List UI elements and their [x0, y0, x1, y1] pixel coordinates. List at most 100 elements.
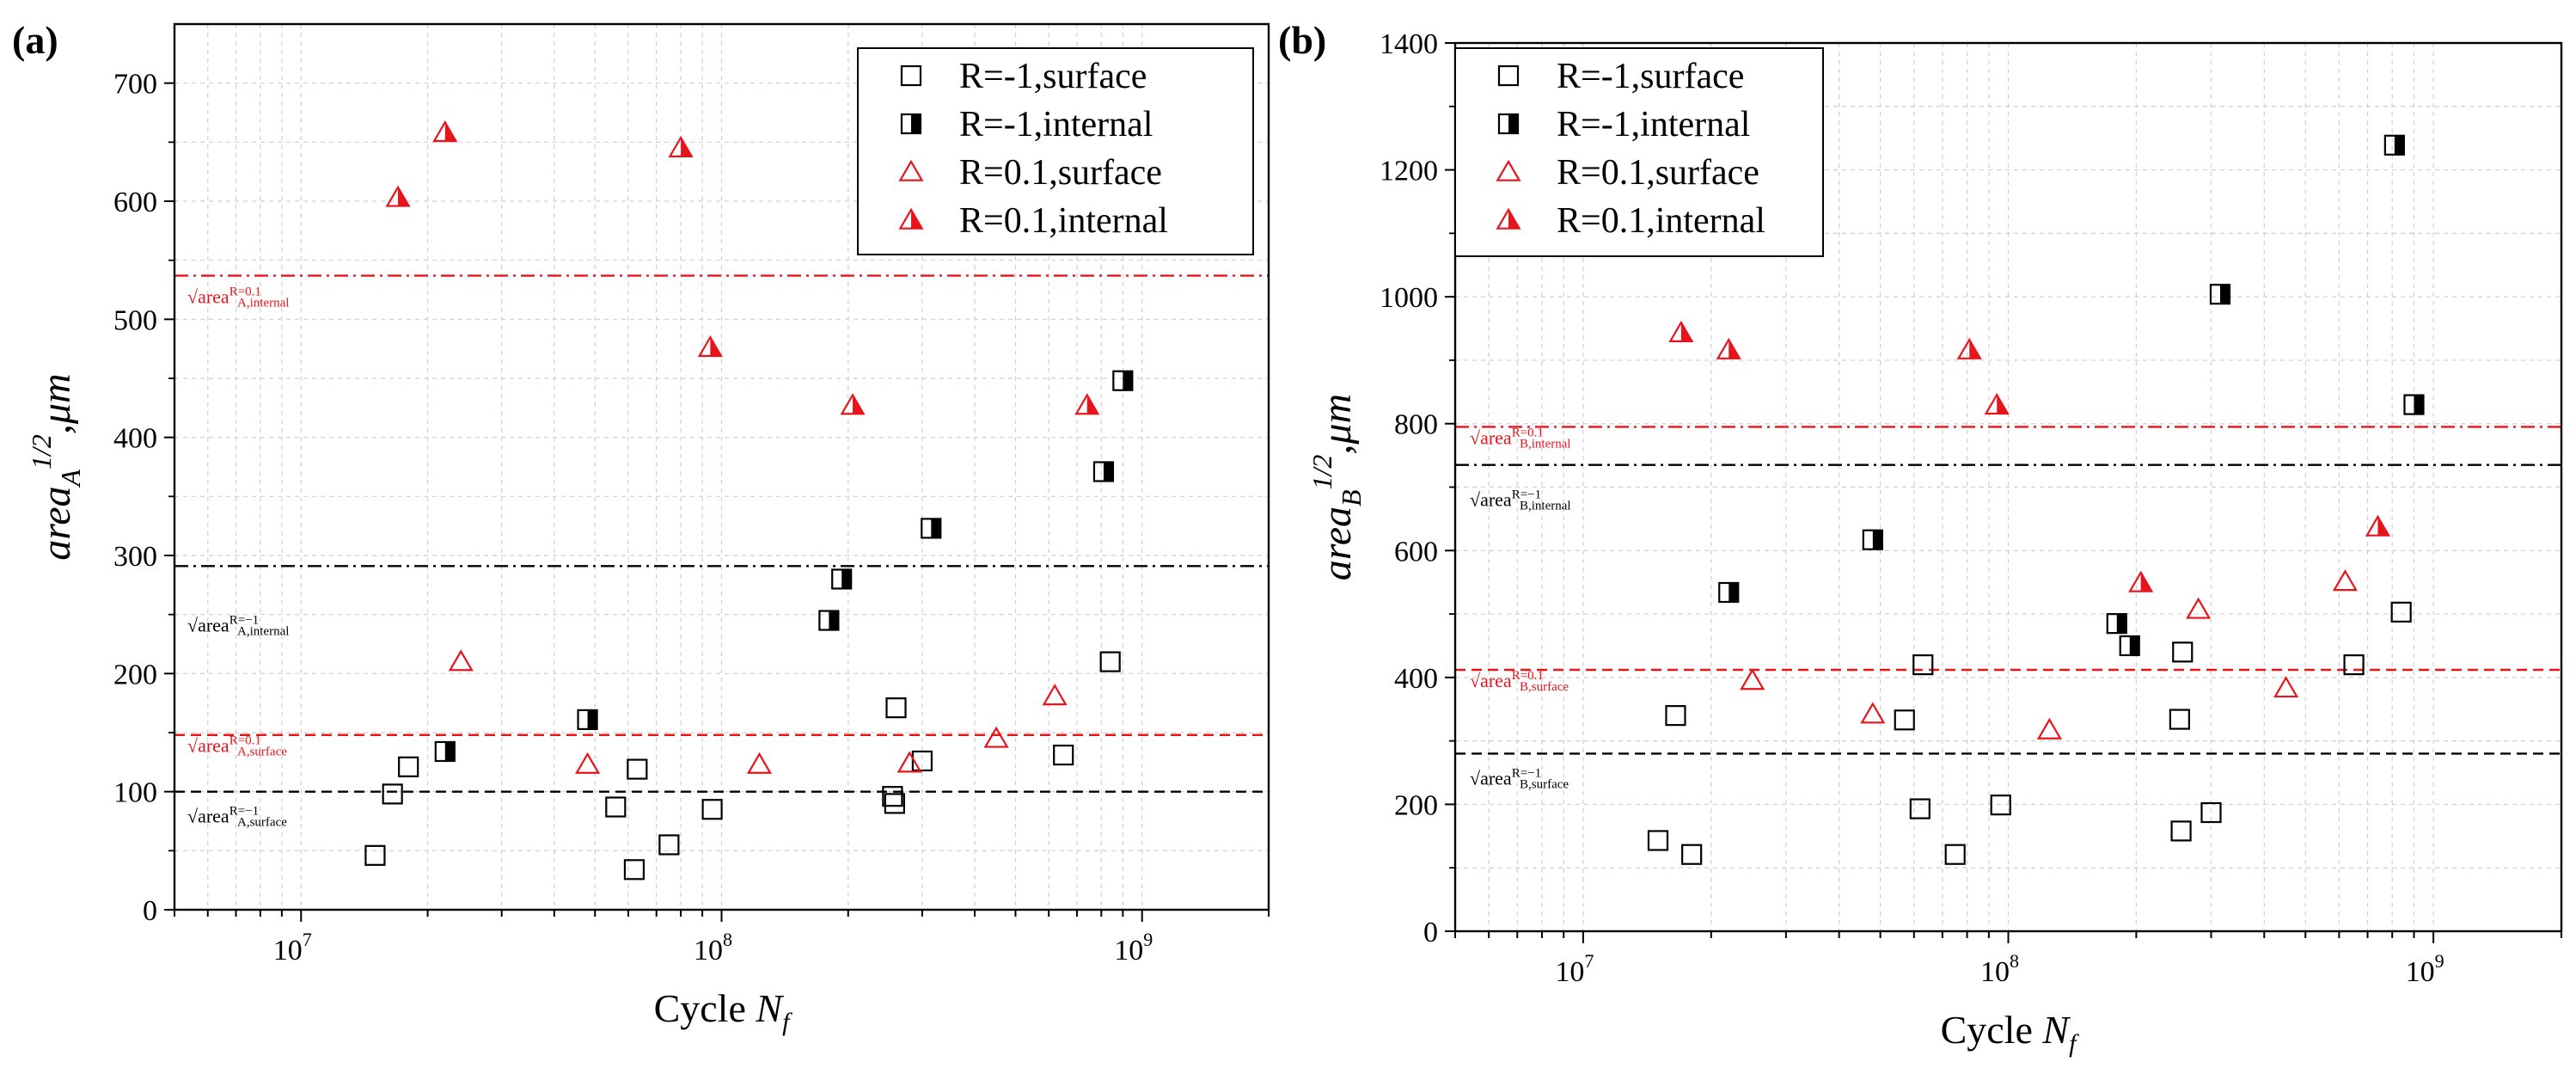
surface-square-marker — [2169, 709, 2190, 730]
y-tick-label: 200 — [1394, 789, 1438, 821]
reference-line-label: √areaR=−1 — [187, 613, 259, 635]
surface-triangle-marker — [1860, 702, 1886, 724]
surface-square-marker — [2200, 801, 2222, 824]
surface-square-marker — [1665, 705, 1686, 727]
surface-triangle-marker — [2036, 717, 2062, 739]
legend: R=-1,surface R=-1,internal R=0.1,surface R=… — [857, 47, 1254, 255]
surface-square-marker — [1909, 798, 1930, 819]
x-tick-label: 108 — [694, 929, 732, 966]
reference-line-label-subscript: B,surface — [1520, 777, 1569, 791]
surface-square-marker — [911, 750, 933, 772]
internal-square-marker — [2383, 134, 2405, 156]
surface-square-marker — [1647, 830, 1669, 851]
reference-line-label: √areaR=−1 — [1470, 766, 1541, 789]
internal-square-marker — [818, 610, 840, 631]
surface-square-marker — [2170, 820, 2192, 842]
surface-square-marker — [2172, 641, 2194, 663]
internal-triangle-marker — [385, 185, 411, 207]
y-tick-label: 400 — [1394, 663, 1438, 695]
y-tick-label: 1200 — [1380, 156, 1438, 187]
internal-triangle-marker — [2365, 514, 2390, 537]
legend-marker — [898, 159, 924, 181]
surface-triangle-marker — [2186, 597, 2212, 619]
panel-label: (b) — [1278, 18, 1326, 62]
internal-triangle-marker — [840, 393, 866, 415]
internal-square-marker — [2119, 635, 2140, 657]
y-tick-label: 0 — [1423, 917, 1438, 948]
legend-label: R=0.1,surface — [1557, 153, 1759, 193]
legend-label: R=-1,internal — [959, 105, 1153, 144]
internal-triangle-marker — [1956, 337, 1982, 359]
legend-marker — [1497, 113, 1520, 135]
y-axis-title: areaA1/2,μm — [26, 373, 86, 560]
internal-square-marker — [921, 518, 942, 539]
surface-square-marker — [1944, 844, 1966, 865]
surface-square-marker — [627, 758, 648, 780]
surface-square-marker — [1099, 651, 1121, 672]
y-tick-label: 600 — [113, 187, 157, 218]
surface-square-marker — [885, 697, 907, 719]
reference-line-label-subscript: B,surface — [1520, 680, 1569, 694]
surface-square-marker — [382, 783, 403, 805]
reference-line-label-subscript: A,surface — [237, 746, 287, 759]
surface-triangle-marker — [1740, 668, 1765, 690]
reference-line-label-subscript: A,internal — [237, 297, 289, 310]
internal-triangle-marker — [1984, 393, 2010, 415]
reference-line-label-subscript: B,internal — [1520, 437, 1571, 451]
surface-square-marker — [1912, 654, 1934, 676]
legend-label: R=0.1,internal — [959, 201, 1168, 241]
surface-square-marker — [364, 844, 386, 866]
y-tick-label: 100 — [113, 777, 157, 809]
internal-square-marker — [2403, 394, 2425, 415]
reference-line-label: √areaR=0.1 — [187, 734, 261, 757]
legend: R=-1,surface R=-1,internal R=0.1,surface R=… — [1454, 47, 1824, 257]
x-axis-title: Cycle Nf — [654, 986, 792, 1036]
surface-triangle-marker — [983, 726, 1009, 748]
reference-line-label: √areaR=0.1 — [1470, 669, 1544, 691]
surface-square-marker — [701, 799, 723, 820]
y-tick-label: 0 — [143, 895, 157, 927]
reference-line-label: √areaR=0.1 — [187, 285, 261, 308]
surface-square-marker — [1990, 795, 2011, 816]
x-tick-label: 109 — [2406, 950, 2444, 988]
internal-triangle-marker — [1716, 337, 1741, 359]
internal-triangle-marker — [668, 135, 694, 157]
surface-square-marker — [1894, 709, 1915, 731]
surface-triangle-marker — [2273, 676, 2299, 698]
x-tick-label: 107 — [273, 929, 312, 966]
legend-label: R=0.1,internal — [1557, 201, 1765, 241]
internal-triangle-marker — [2128, 570, 2154, 592]
y-tick-label: 700 — [113, 69, 157, 101]
surface-triangle-marker — [896, 751, 922, 773]
legend-marker — [900, 64, 922, 87]
surface-triangle-marker — [746, 752, 773, 774]
legend-marker — [900, 113, 922, 135]
surface-square-marker — [398, 756, 419, 777]
reference-line-label: √areaR=−1 — [1470, 488, 1541, 511]
reference-line-label-subscript: A,internal — [237, 624, 289, 638]
legend-marker — [1496, 159, 1521, 181]
surface-square-marker — [605, 796, 627, 818]
surface-triangle-marker — [1042, 684, 1068, 706]
internal-square-marker — [831, 568, 853, 590]
internal-triangle-marker — [1074, 393, 1100, 415]
legend-label: R=-1,surface — [959, 57, 1147, 96]
internal-triangle-marker — [697, 335, 723, 358]
y-tick-label: 200 — [113, 659, 157, 690]
internal-square-marker — [1862, 529, 1883, 550]
data-markers — [1647, 134, 2425, 865]
internal-square-marker — [1092, 461, 1115, 482]
reference-line-label: √areaR=−1 — [187, 805, 259, 827]
x-axis-title: Cycle Nf — [1941, 1008, 2079, 1058]
surface-square-marker — [623, 859, 646, 881]
y-tick-label: 500 — [113, 304, 157, 336]
x-tick-label: 109 — [1114, 929, 1153, 966]
legend-marker — [898, 207, 924, 230]
legend-label: R=-1,surface — [1557, 57, 1744, 96]
surface-triangle-marker — [574, 752, 601, 774]
panel-a: √areaR=0.1A,internal√areaR=−1A,internal√… — [12, 18, 1270, 1036]
y-tick-label: 1400 — [1380, 28, 1438, 60]
surface-square-marker — [882, 786, 903, 807]
legend-label: R=-1,internal — [1557, 105, 1750, 144]
internal-square-marker — [2106, 613, 2127, 635]
